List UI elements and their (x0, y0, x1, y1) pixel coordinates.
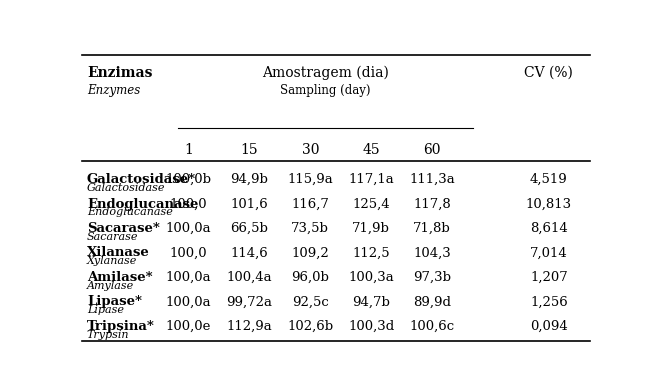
Text: Trypsin: Trypsin (87, 330, 130, 340)
Text: 10,813: 10,813 (526, 197, 572, 211)
Text: 100,0: 100,0 (170, 247, 207, 259)
Text: 30: 30 (301, 143, 319, 157)
Text: Amilase*: Amilase* (87, 271, 153, 284)
Text: Sacarase*: Sacarase* (87, 222, 160, 235)
Text: CV (%): CV (%) (525, 66, 573, 80)
Text: 1,256: 1,256 (530, 295, 568, 308)
Text: 114,6: 114,6 (231, 247, 269, 259)
Text: 111,3a: 111,3a (409, 173, 455, 186)
Text: 109,2: 109,2 (291, 247, 329, 259)
Text: 1,207: 1,207 (530, 271, 568, 284)
Text: Endoglucanase: Endoglucanase (87, 197, 198, 211)
Text: 100,3a: 100,3a (348, 271, 394, 284)
Text: Sampling (day): Sampling (day) (280, 84, 371, 97)
Text: 100,4a: 100,4a (227, 271, 272, 284)
Text: 1: 1 (184, 143, 193, 157)
Text: Enzimas: Enzimas (87, 66, 153, 80)
Text: Galactosidase: Galactosidase (87, 183, 166, 193)
Text: Lipase*: Lipase* (87, 295, 142, 308)
Text: Amylase: Amylase (87, 281, 134, 291)
Text: 8,614: 8,614 (530, 222, 568, 235)
Text: Xilanase: Xilanase (87, 247, 150, 259)
Text: 66,5b: 66,5b (231, 222, 269, 235)
Text: 45: 45 (362, 143, 380, 157)
Text: 73,5b: 73,5b (291, 222, 329, 235)
Text: 125,4: 125,4 (352, 197, 390, 211)
Text: 94,7b: 94,7b (352, 295, 390, 308)
Text: 0,094: 0,094 (530, 320, 568, 333)
Text: 112,5: 112,5 (352, 247, 390, 259)
Text: 4,519: 4,519 (530, 173, 568, 186)
Text: 15: 15 (240, 143, 258, 157)
Text: 100,0a: 100,0a (166, 222, 212, 235)
Text: Enzymes: Enzymes (87, 84, 140, 97)
Text: 115,9a: 115,9a (288, 173, 333, 186)
Text: 112,9a: 112,9a (227, 320, 272, 333)
Text: 89,9d: 89,9d (413, 295, 451, 308)
Text: 7,014: 7,014 (530, 247, 568, 259)
Text: Endoglucanase: Endoglucanase (87, 207, 173, 217)
Text: Xylanase: Xylanase (87, 256, 138, 266)
Text: 100,3d: 100,3d (348, 320, 394, 333)
Text: 100,0b: 100,0b (166, 173, 212, 186)
Text: 100,0: 100,0 (170, 197, 207, 211)
Text: 101,6: 101,6 (231, 197, 269, 211)
Text: 94,9b: 94,9b (231, 173, 269, 186)
Text: 92,5c: 92,5c (292, 295, 329, 308)
Text: Galactosidase*: Galactosidase* (87, 173, 196, 186)
Text: Sacarase: Sacarase (87, 232, 138, 242)
Text: 102,6b: 102,6b (288, 320, 333, 333)
Text: 116,7: 116,7 (291, 197, 329, 211)
Text: 100,0e: 100,0e (166, 320, 211, 333)
Text: 60: 60 (423, 143, 441, 157)
Text: 71,8b: 71,8b (413, 222, 451, 235)
Text: Amostragem (dia): Amostragem (dia) (262, 66, 389, 80)
Text: 100,6c: 100,6c (409, 320, 455, 333)
Text: 96,0b: 96,0b (291, 271, 329, 284)
Text: Tripsina*: Tripsina* (87, 320, 155, 333)
Text: Lipase: Lipase (87, 305, 124, 315)
Text: 71,9b: 71,9b (352, 222, 390, 235)
Text: 117,8: 117,8 (413, 197, 451, 211)
Text: 100,0a: 100,0a (166, 295, 212, 308)
Text: 99,72a: 99,72a (227, 295, 272, 308)
Text: 104,3: 104,3 (413, 247, 451, 259)
Text: 100,0a: 100,0a (166, 271, 212, 284)
Text: 97,3b: 97,3b (413, 271, 451, 284)
Text: 117,1a: 117,1a (348, 173, 394, 186)
